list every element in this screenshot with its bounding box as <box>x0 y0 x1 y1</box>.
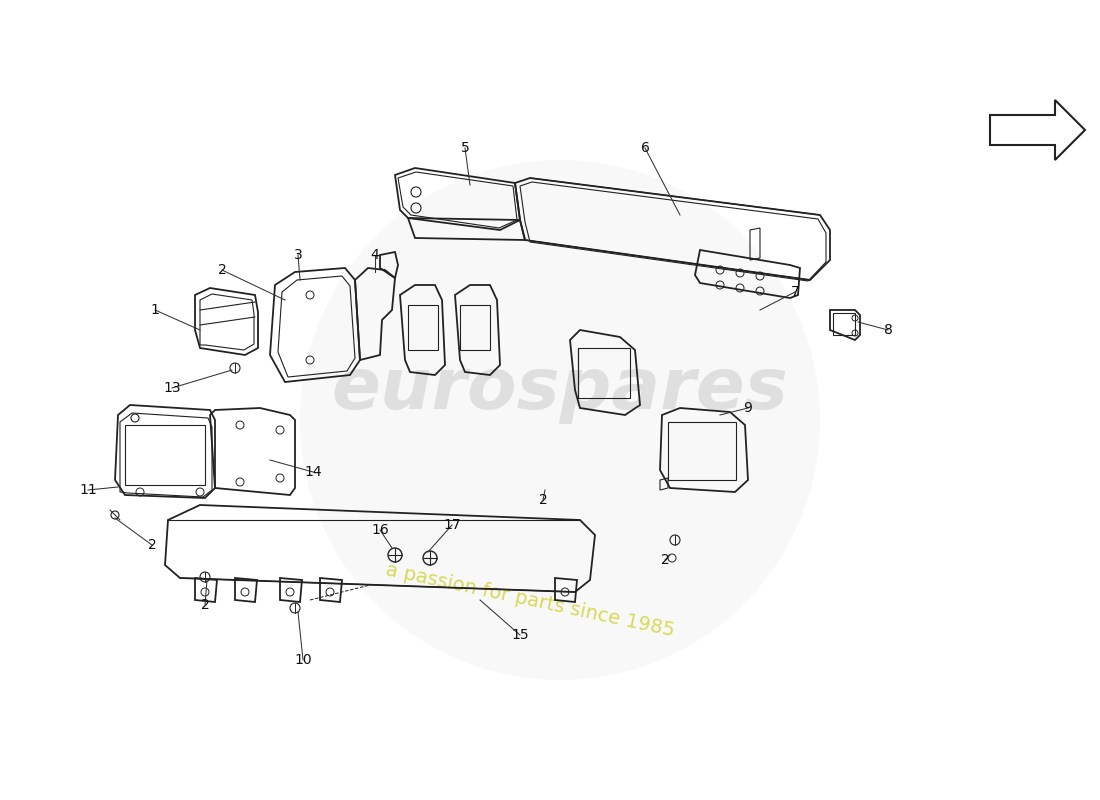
Text: 2: 2 <box>661 553 670 567</box>
Text: 11: 11 <box>79 483 97 497</box>
Text: 16: 16 <box>371 523 389 537</box>
Bar <box>125 425 205 485</box>
Text: 8: 8 <box>883 323 892 337</box>
Text: 3: 3 <box>294 248 302 262</box>
Circle shape <box>300 160 820 680</box>
Text: 4: 4 <box>371 248 380 262</box>
Bar <box>460 305 490 350</box>
Text: eurospares: eurospares <box>331 355 789 425</box>
Text: 7: 7 <box>791 285 800 299</box>
Text: 2: 2 <box>539 493 548 507</box>
Bar <box>408 305 438 350</box>
Text: a passion for parts since 1985: a passion for parts since 1985 <box>384 560 676 640</box>
Text: 15: 15 <box>512 628 529 642</box>
Text: 6: 6 <box>640 141 649 155</box>
Text: 17: 17 <box>443 518 461 532</box>
Text: 1: 1 <box>151 303 160 317</box>
Text: 14: 14 <box>305 465 322 479</box>
Text: 13: 13 <box>163 381 180 395</box>
Bar <box>578 348 630 398</box>
Bar <box>833 313 855 335</box>
Text: 2: 2 <box>200 598 209 612</box>
Text: 2: 2 <box>218 263 227 277</box>
Text: 2: 2 <box>147 538 156 552</box>
Bar <box>668 422 736 480</box>
Text: 9: 9 <box>744 401 752 415</box>
Text: 10: 10 <box>294 653 311 667</box>
Text: 5: 5 <box>461 141 470 155</box>
